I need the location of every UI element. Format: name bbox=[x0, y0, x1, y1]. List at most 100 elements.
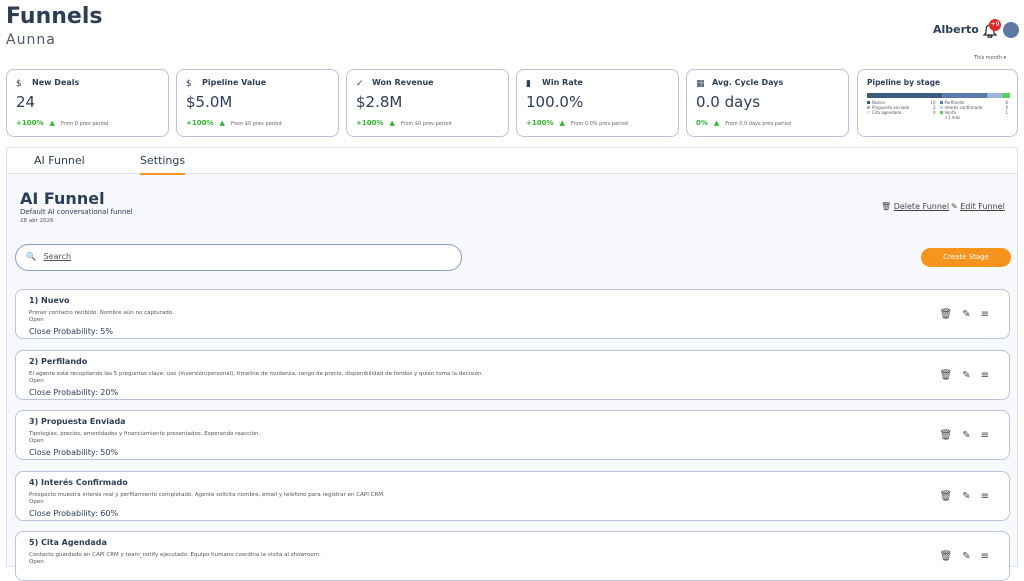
arrow: ▲ bbox=[713, 119, 720, 127]
funnel-date: 28 abr 2026 bbox=[20, 218, 54, 224]
bar-segment bbox=[987, 93, 1003, 98]
kpi-value: 24 bbox=[16, 93, 36, 111]
kpi-card: ▮ Win Rate 100.0% +100% ▲ From 0.0% prev peri… bbox=[516, 69, 679, 137]
stage-actions[interactable]: 🗑✎≡ bbox=[939, 369, 999, 381]
stage-title: 5) Cita Agendada bbox=[29, 538, 107, 547]
stage-card: 2) Perfilando El agente está recopilando … bbox=[15, 349, 1010, 400]
legend-count: 10 bbox=[930, 100, 936, 105]
stage-title: 4) Interés Confirmado bbox=[29, 477, 128, 487]
tab[interactable]: AI Funnel bbox=[34, 154, 85, 167]
legend-item: Propuesta enviada 2 bbox=[867, 105, 936, 110]
tab-bar: AI Funnel Settings bbox=[7, 148, 1017, 175]
stage-probability: Close Probability: 50% bbox=[29, 448, 119, 457]
kpi-change: +100% bbox=[356, 119, 384, 127]
legend-name: Venta bbox=[944, 110, 956, 115]
kpi-note: From $0 prev period bbox=[230, 121, 282, 127]
search-placeholder: Search bbox=[43, 252, 72, 261]
bar-segment bbox=[942, 93, 988, 98]
kpi-icon: ✓ bbox=[356, 79, 364, 89]
kpi-change: 0% bbox=[696, 119, 708, 127]
legend-item: Interés confirmado 0 bbox=[939, 105, 1008, 110]
kpi-value: $2.8M bbox=[356, 93, 403, 111]
search-box[interactable]: 🔍 Search bbox=[15, 244, 462, 271]
bar-segment bbox=[867, 93, 943, 98]
edit-label: Edit Funnel bbox=[960, 202, 1005, 211]
edit-button[interactable]: ✎ Edit Funnel bbox=[951, 202, 1005, 211]
stage-actions[interactable]: 🗑✎≡ bbox=[939, 490, 999, 502]
period-select[interactable]: This month ▾ bbox=[974, 55, 1007, 61]
page: Funnels Aunna Alberto +9 This month ▾ $ N… bbox=[6, 4, 1019, 581]
kpi-change-row: +100% ▲ From 0 prev period bbox=[16, 119, 159, 127]
kpi-label: Pipeline Value bbox=[202, 78, 267, 87]
legend-item: Cita agendada 0 bbox=[867, 110, 936, 115]
stage-description: Prospecto muestra interés real y perfila… bbox=[29, 491, 385, 498]
subtitle: Aunna bbox=[6, 32, 56, 48]
arrow: ▲ bbox=[389, 119, 395, 127]
badge: +9 bbox=[989, 19, 1001, 31]
create-button[interactable]: Create Stage bbox=[921, 248, 1011, 267]
legend-name: Interés confirmado bbox=[944, 105, 983, 110]
delete-button[interactable]: 🗑 Delete Funnel bbox=[881, 202, 950, 211]
arrow: ▲ bbox=[219, 119, 225, 127]
stage-status: Open bbox=[29, 498, 44, 505]
kpi-card: ▦ Avg. Cycle Days 0.0 days 0% ▲ From 0.0 days… bbox=[686, 69, 849, 137]
kpi-label: New Deals bbox=[32, 78, 80, 87]
legend-count: 2 bbox=[932, 105, 936, 110]
kpi-change-row: 0% ▲ From 0.0 days prev period bbox=[696, 119, 839, 127]
bar-segment bbox=[1002, 93, 1010, 98]
kpi-change-row: +100% ▲ From 0.0% prev period bbox=[526, 119, 669, 127]
kpi-label: Avg. Cycle Days bbox=[712, 78, 784, 87]
kpi-change-row: +100% ▲ From $0 prev period bbox=[186, 119, 329, 127]
kpi-value: $5.0M bbox=[186, 93, 233, 111]
kpi-change: +100% bbox=[186, 119, 214, 127]
legend-swatch bbox=[867, 106, 870, 109]
legend-item: Venta 1 bbox=[939, 110, 1008, 115]
kpi-note: From $0 prev period bbox=[400, 121, 452, 127]
legend-count: 0 bbox=[1005, 105, 1008, 110]
legend-name: Perfilando bbox=[944, 100, 965, 105]
stage-description: Contacto guardado en CAPI CRM y team_not… bbox=[29, 552, 321, 558]
kpi-icon: ▮ bbox=[526, 79, 531, 89]
period: This month bbox=[974, 55, 1003, 61]
stage-probability: Close Probability: 60% bbox=[29, 508, 119, 518]
kpi-card: $ New Deals 24 +100% ▲ From 0 prev period bbox=[6, 69, 169, 137]
kpi-icon: ▦ bbox=[696, 79, 705, 89]
stage-title: 3) Propuesta Enviada bbox=[29, 417, 126, 426]
kpi-change: +100% bbox=[16, 119, 44, 127]
legend-count: 6 bbox=[1005, 100, 1008, 105]
legend-more: +1 más bbox=[944, 115, 961, 120]
kpi-card: ✓ Won Revenue $2.8M +100% ▲ From $0 prev peri… bbox=[346, 69, 509, 137]
stage-status: Open bbox=[29, 559, 44, 565]
stage-actions[interactable]: 🗑✎≡ bbox=[939, 551, 999, 562]
funnel-title: AI Funnel bbox=[20, 189, 105, 208]
pipeline-title: Pipeline by stage bbox=[867, 78, 941, 87]
stage-actions[interactable]: 🗑✎≡ bbox=[939, 430, 999, 441]
kpi-label: Won Revenue bbox=[372, 78, 434, 87]
user-name[interactable]: Alberto bbox=[933, 23, 979, 36]
tab-active[interactable]: Settings bbox=[140, 154, 186, 175]
kpi-card: $ Pipeline Value $5.0M +100% ▲ From $0 prev p… bbox=[176, 69, 339, 137]
kpi-value: 100.0% bbox=[526, 93, 584, 111]
delete-label: Delete Funnel bbox=[893, 202, 950, 211]
legend-swatch bbox=[867, 111, 870, 114]
legend-swatch bbox=[939, 106, 943, 109]
legend-name: Propuesta enviada bbox=[872, 105, 910, 110]
kpi-icon: $ bbox=[186, 79, 192, 89]
legend-count: 1 bbox=[1005, 110, 1008, 115]
arrow: ▲ bbox=[49, 119, 55, 127]
kpi-note: From 0.0% prev period bbox=[570, 121, 628, 127]
stage-description: Primer contacto recibido. Nombre aún no … bbox=[29, 310, 174, 316]
stage-title: 1) Nuevo bbox=[29, 296, 70, 305]
kpi-note: From 0 prev period bbox=[60, 121, 109, 127]
kpi-label: Win Rate bbox=[542, 78, 583, 87]
avatar[interactable] bbox=[1003, 22, 1019, 38]
pipeline-legend: Nuevo 10 Perfilando 6 Propuesta enviada 2 Inte… bbox=[867, 100, 1008, 120]
stage-actions[interactable]: 🗑✎≡ bbox=[939, 309, 999, 320]
legend-name: Cita agendada bbox=[872, 110, 902, 115]
stage-status: Open bbox=[29, 377, 44, 384]
funnel-desc: Default AI conversational funnel bbox=[20, 208, 133, 216]
stage-probability: Close Probability: 5% bbox=[29, 327, 113, 336]
stage-probability: Close Probability: 20% bbox=[29, 387, 119, 397]
stage-description: El agente está recopilando las 5 pregunt… bbox=[29, 370, 484, 377]
page-title: Funnels bbox=[6, 4, 103, 29]
